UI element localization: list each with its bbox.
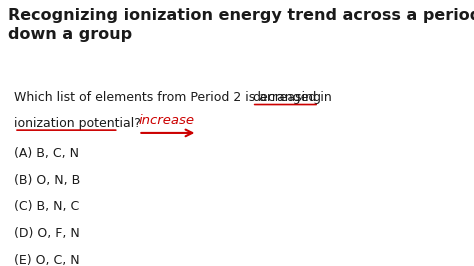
Text: increase: increase — [138, 114, 194, 127]
Text: (A) B, C, N: (A) B, C, N — [14, 147, 79, 160]
Text: (B) O, N, B: (B) O, N, B — [14, 174, 81, 187]
Text: (C) B, N, C: (C) B, N, C — [14, 201, 79, 213]
Text: Recognizing ionization energy trend across a period and
down a group: Recognizing ionization energy trend acro… — [8, 8, 474, 42]
Text: (E) O, C, N: (E) O, C, N — [14, 254, 80, 266]
Text: Which list of elements from Period 2 is arranged in: Which list of elements from Period 2 is … — [14, 91, 336, 104]
Text: ionization potential?: ionization potential? — [14, 117, 141, 130]
Text: (D) O, F, N: (D) O, F, N — [14, 227, 80, 240]
Text: decreasing: decreasing — [252, 91, 321, 104]
